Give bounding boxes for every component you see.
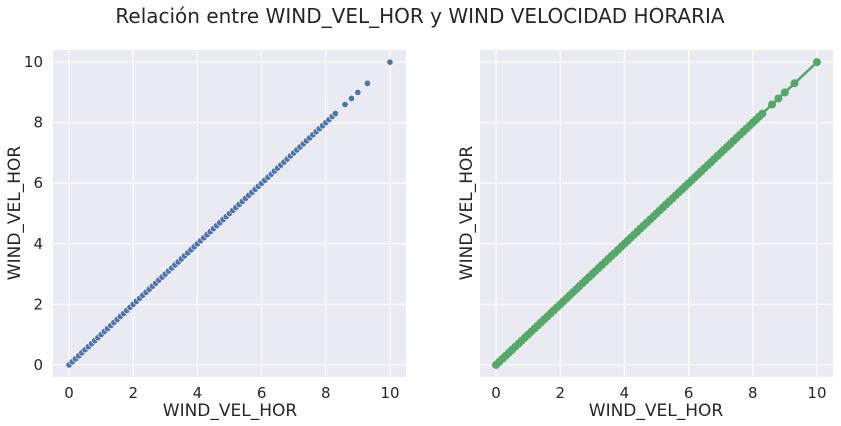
y-tick-label: 4 <box>33 235 43 253</box>
data-point <box>347 94 355 102</box>
scatter-panel: 0 2 4 6 8 10 0 2 4 6 8 10 WIND_VEL_HOR WIND_VEL_HO… <box>5 50 406 421</box>
y-axis-label: WIND_VEL_HOR <box>5 146 25 281</box>
x-axis-label: WIND_VEL_HOR <box>163 401 298 421</box>
x-tick-labels: 0 2 4 6 8 10 <box>491 384 826 402</box>
data-point <box>780 88 789 97</box>
grid-lines <box>480 50 833 377</box>
data-point <box>363 79 371 87</box>
data-point <box>758 109 767 118</box>
x-tick-label: 6 <box>257 384 267 402</box>
line-panel: 0 2 4 6 8 10 WIND_VEL_HOR WIND_VEL_HOR <box>457 50 833 421</box>
data-point <box>774 94 783 103</box>
data-point <box>790 79 799 88</box>
x-tick-label: 10 <box>380 384 399 402</box>
data-point <box>354 88 362 96</box>
y-tick-label: 8 <box>33 114 43 132</box>
grid-lines <box>53 50 406 377</box>
x-tick-labels: 0 2 4 6 8 10 <box>64 384 399 402</box>
x-tick-label: 4 <box>193 384 203 402</box>
x-axis-label: WIND_VEL_HOR <box>589 401 724 421</box>
x-tick-label: 2 <box>128 384 138 402</box>
data-series <box>492 58 821 369</box>
figure-title: Relación entre WIND_VEL_HOR y WIND VELOC… <box>115 4 725 28</box>
x-tick-label: 0 <box>491 384 501 402</box>
data-point <box>331 110 339 118</box>
data-point <box>386 58 394 66</box>
y-tick-labels: 0 2 4 6 8 10 <box>24 53 43 374</box>
y-tick-label: 0 <box>33 356 43 374</box>
y-axis-label: WIND_VEL_HOR <box>457 146 477 281</box>
x-tick-label: 6 <box>684 384 694 402</box>
x-tick-label: 2 <box>555 384 565 402</box>
x-tick-label: 8 <box>748 384 758 402</box>
y-tick-label: 10 <box>24 53 43 71</box>
data-point <box>812 58 821 67</box>
x-tick-label: 4 <box>620 384 630 402</box>
y-tick-label: 6 <box>33 174 43 192</box>
x-tick-label: 10 <box>807 384 826 402</box>
x-tick-label: 8 <box>321 384 331 402</box>
data-point <box>768 100 777 109</box>
data-point <box>341 101 349 109</box>
data-points <box>65 58 394 369</box>
x-tick-label: 0 <box>64 384 74 402</box>
y-tick-label: 2 <box>33 295 43 313</box>
